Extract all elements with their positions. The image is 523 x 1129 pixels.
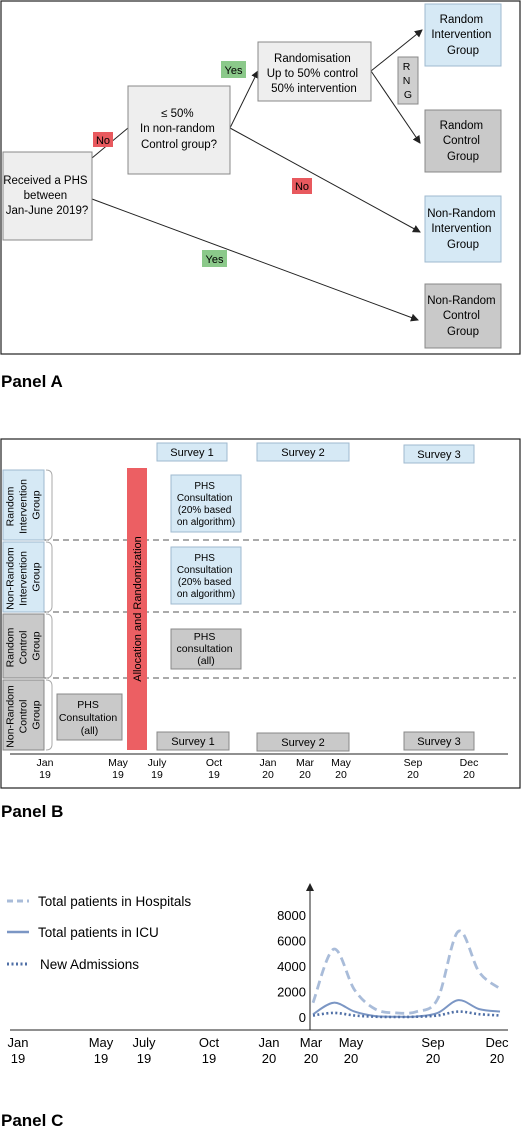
ytick-1: 2000: [277, 985, 306, 1000]
svg-text:No: No: [96, 135, 110, 147]
panel-a: Received a PHS between Jan-June 2019? ≤ …: [0, 0, 521, 355]
svg-text:No: No: [295, 181, 309, 193]
panel-b-time-axis: Jan 19 May 19 July 19 Oct 19 Jan 20 Mar 20 May…: [37, 757, 479, 781]
tick-b-0: Jan 19: [37, 757, 54, 781]
ytick-3: 6000: [277, 934, 306, 949]
tick-b-6: May 20: [331, 757, 352, 781]
survey-2-bottom: Survey 2: [256, 732, 350, 752]
survey-2-top: Survey 2: [256, 442, 350, 462]
consult-random-intervention: PHS Consultation (20% based on algorithm…: [170, 474, 242, 533]
svg-text:Random Intervention: Random Intervention Group: [431, 14, 494, 57]
no-tag-2: No: [292, 178, 312, 194]
svg-text:Survey 3: Survey 3: [417, 449, 460, 461]
svg-text:Survey 2: Survey 2: [281, 447, 324, 459]
panel-c-time-axis: Jan 19 May 19 July 19 Oct 19 Jan 20 Mar 20 May…: [8, 1035, 510, 1066]
group-random-intervention: Random Intervention Group: [2, 469, 45, 541]
tick-c-5: Mar 20: [300, 1035, 323, 1066]
svg-text:Survey 1: Survey 1: [171, 736, 214, 748]
nonrandom-control-box: Non-Random Control Group: [424, 283, 502, 349]
yes-tag-1: Yes: [221, 61, 246, 78]
series-icu-line: [312, 999, 501, 1018]
svg-text:R N G: R N G: [403, 61, 414, 101]
tick-c-2: July 19: [132, 1035, 156, 1066]
panel-b: Random Intervention Group Non-Random Int…: [0, 438, 521, 789]
random-control-box: Random Control Group: [424, 109, 502, 173]
tick-c-7: Sep 20: [421, 1035, 444, 1066]
tick-c-0: Jan 19: [8, 1035, 29, 1066]
series-hospitals-line: [311, 929, 501, 1015]
tick-b-8: Dec 20: [460, 757, 479, 781]
svg-text:Randomisation Up to 50: Randomisation Up to 50% control 50% inte…: [267, 53, 362, 95]
tick-b-7: Sep 20: [404, 757, 423, 781]
survey-3-top: Survey 3: [403, 444, 475, 464]
nonrandom-intervention-box: Non-Random Intervention Group: [424, 195, 502, 263]
panel-a-label: Panel A: [1, 372, 63, 391]
tick-b-4: Jan 20: [260, 757, 277, 781]
tick-c-4: Jan 20: [259, 1035, 280, 1066]
group-nonrandom-intervention: Non-Random Intervention Group: [2, 541, 45, 613]
svg-text:≤ 50% In non-random: ≤ 50% In non-random Control group?: [140, 108, 218, 151]
group-nonrandom-control: Non-Random Control Group: [2, 679, 45, 751]
tick-b-3: Oct 19: [206, 757, 222, 781]
svg-text:Survey 2: Survey 2: [281, 737, 324, 749]
ytick-4: 8000: [277, 908, 306, 923]
consult-nonrandom-control: PHS Consultation (all): [56, 693, 123, 741]
svg-text:Survey 3: Survey 3: [417, 736, 460, 748]
svg-text:Survey 1: Survey 1: [170, 447, 213, 459]
legend: Total patients in Hospitals Total patien…: [7, 894, 191, 972]
randomisation-box: Randomisation Up to 50% control 50% inte…: [257, 41, 372, 102]
tick-c-8: Dec 20: [485, 1035, 509, 1066]
svg-text:Non-Random Control: Non-Random Control Group: [5, 682, 43, 747]
svg-text:PHS Consultation: PHS Consultation (20% based on algorithm…: [177, 481, 235, 528]
svg-text:PHS Consultation: PHS Consultation (all): [59, 699, 120, 737]
tick-b-2: July 19: [148, 757, 167, 781]
svg-text:Random Control: Random Control Group: [440, 120, 487, 163]
svg-text:Non-Random Interventio: Non-Random Intervention Group: [5, 544, 43, 609]
svg-text:Allocation and Randomization: Allocation and Randomization: [132, 536, 144, 682]
svg-text:Random Intervention: Random Intervention Group: [5, 476, 43, 534]
legend-item-admissions: New Admissions: [7, 957, 139, 972]
tick-c-6: May 20: [339, 1035, 364, 1066]
rng-box: R N G: [397, 56, 419, 105]
svg-text:Non-Random Control: Non-Random Control Group: [427, 295, 499, 338]
survey-1-bottom: Survey 1: [156, 731, 230, 751]
received-phs-box: Received a PHS between Jan-June 2019?: [2, 151, 93, 241]
svg-text:Total patients in Hospitals: Total patients in Hospitals: [38, 894, 191, 909]
survey-1-top: Survey 1: [156, 442, 228, 462]
consult-nonrandom-intervention: PHS Consultation (20% based on algorithm…: [170, 546, 242, 605]
tick-c-3: Oct 19: [199, 1035, 220, 1066]
ytick-2: 4000: [277, 959, 306, 974]
allocation-bar: Allocation and Randomization: [127, 468, 147, 750]
consult-random-control: PHS consultation (all): [170, 628, 242, 670]
group-random-control: Random Control Group: [2, 613, 45, 679]
panel-b-label: Panel B: [1, 802, 63, 821]
survey-3-bottom: Survey 3: [403, 731, 475, 751]
legend-item-hospitals: Total patients in Hospitals: [7, 894, 191, 909]
legend-item-icu: Total patients in ICU: [7, 925, 159, 940]
panel-c: Total patients in Hospitals Total patien…: [7, 883, 510, 1066]
ytick-0: 0: [299, 1010, 306, 1025]
tick-c-1: May 19: [89, 1035, 114, 1066]
svg-text:Yes: Yes: [225, 65, 243, 77]
random-intervention-box: Random Intervention Group: [424, 3, 502, 67]
panel-c-label: Panel C: [1, 1111, 63, 1129]
svg-text:Random Control: Random Control Group: [5, 625, 43, 668]
svg-text:New Admissions: New Admissions: [40, 957, 139, 972]
tick-b-1: May 19: [108, 757, 129, 781]
svg-text:Non-Random Interventio: Non-Random Intervention Group: [427, 208, 499, 251]
yes-tag-2: Yes: [202, 250, 227, 267]
threshold-box: ≤ 50% In non-random Control group?: [127, 85, 231, 175]
tick-b-5: Mar 20: [296, 757, 315, 781]
svg-text:Total patients in ICU: Total patients in ICU: [38, 925, 159, 940]
svg-text:Yes: Yes: [206, 254, 224, 266]
svg-text:PHS consultation: PHS consultation (all): [177, 631, 236, 667]
svg-text:Received a PHS between: Received a PHS between Jan-June 2019?: [3, 175, 91, 217]
svg-text:PHS Consultation: PHS Consultation (20% based on algorithm…: [177, 553, 235, 600]
no-tag-1: No: [93, 132, 113, 147]
y-tick-labels: 0 2000 4000 6000 8000: [277, 908, 306, 1025]
